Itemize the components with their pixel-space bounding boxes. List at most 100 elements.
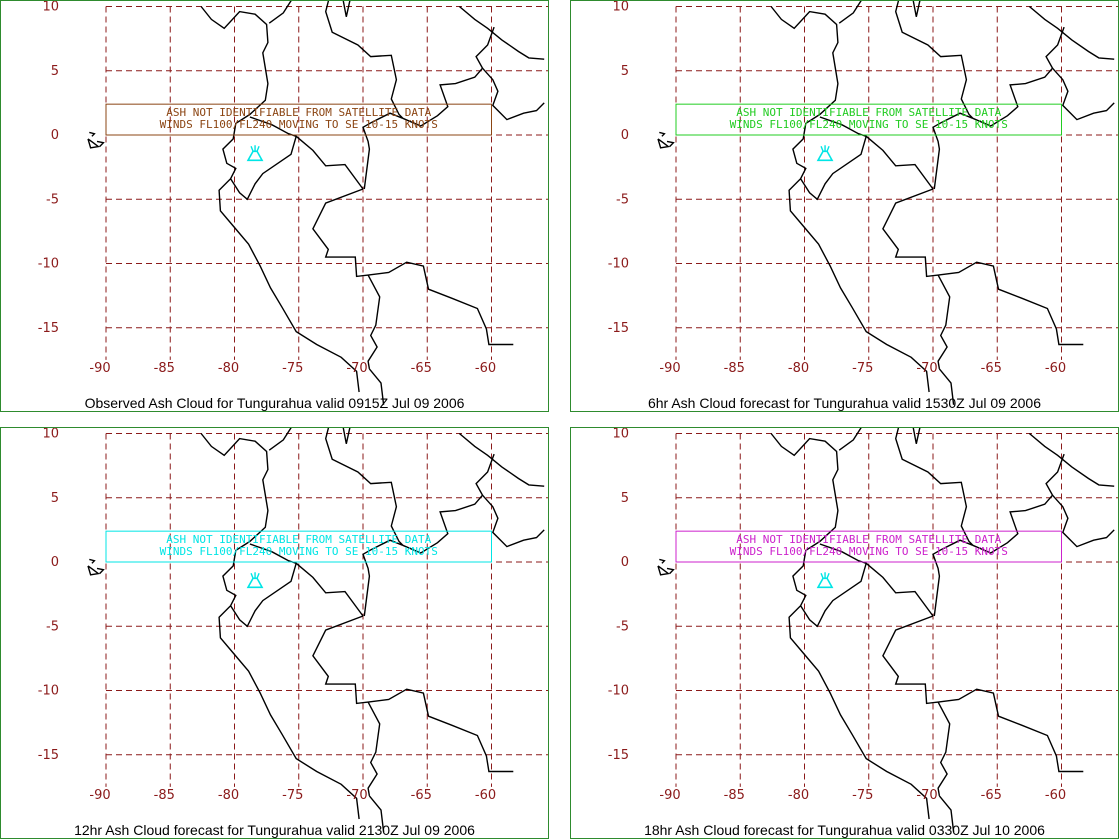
lon-tick-label: -85 bbox=[154, 361, 175, 376]
lon-tick-label: -65 bbox=[411, 361, 432, 376]
lat-tick-label: 5 bbox=[51, 64, 59, 79]
boundary-line bbox=[230, 136, 297, 201]
advisory-box bbox=[675, 530, 1062, 563]
lon-tick-label: -75 bbox=[282, 361, 303, 376]
lat-tick-label: -10 bbox=[608, 684, 629, 699]
coastlines bbox=[87, 1, 545, 405]
boundary-line bbox=[838, 428, 921, 451]
lon-tick-label: -60 bbox=[1045, 788, 1066, 803]
map-panel-18hr: 10 5 0 -5 -10 -15 -90 -85 -80 -75 -70 -65 -60 ASH NOT… bbox=[570, 427, 1119, 839]
lat-tick-label: 0 bbox=[621, 128, 629, 143]
lat-tick-label: -5 bbox=[46, 619, 59, 634]
lon-tick-label: -70 bbox=[346, 361, 367, 376]
boundary-line bbox=[96, 567, 105, 575]
boundary-line bbox=[249, 116, 364, 190]
advisory-line-2: WINDS FL100/FL240 MOVING TO SE 10-15 KNO… bbox=[730, 545, 1008, 558]
boundary-line bbox=[770, 433, 930, 820]
boundary-line bbox=[938, 795, 955, 832]
boundary-line bbox=[458, 5, 545, 60]
map-canvas: 10 5 0 -5 -10 -15 -90 -85 -80 -75 -70 -65 -60 ASH NOT… bbox=[38, 428, 548, 832]
boundary-line bbox=[894, 1, 974, 119]
panel-caption: 12hr Ash Cloud forecast for Tungurahua v… bbox=[74, 822, 475, 838]
lat-tick-label: -5 bbox=[616, 619, 629, 634]
lat-tick-label: 0 bbox=[51, 128, 59, 143]
advisory-line-2: WINDS FL100/FL240 MOVING TO SE 10-15 KNO… bbox=[160, 545, 438, 558]
lon-tick-label: -70 bbox=[916, 361, 937, 376]
boundary-line bbox=[666, 140, 675, 148]
lat-tick-label: -10 bbox=[608, 257, 629, 272]
lat-tick-label: -15 bbox=[608, 748, 629, 763]
coastlines bbox=[657, 1, 1115, 405]
lon-tick-label: -60 bbox=[475, 788, 496, 803]
boundary-line bbox=[932, 539, 974, 617]
lon-tick-label: -85 bbox=[154, 788, 175, 803]
lat-lon-grid bbox=[675, 6, 1118, 360]
lon-tick-label: -65 bbox=[981, 361, 1002, 376]
boundary-line bbox=[324, 428, 404, 546]
lon-tick-label: -85 bbox=[724, 361, 745, 376]
boundary-line bbox=[87, 138, 101, 149]
boundary-line bbox=[458, 432, 545, 487]
advisory-box bbox=[105, 103, 492, 136]
lat-lon-grid bbox=[105, 433, 548, 787]
lon-tick-label: -65 bbox=[981, 788, 1002, 803]
boundary-line bbox=[312, 615, 369, 705]
boundary-line bbox=[96, 140, 105, 148]
lat-tick-label: -15 bbox=[38, 321, 59, 336]
advisory-line-1: ASH NOT IDENTIFIABLE FROM SATELLITE DATA bbox=[736, 106, 1001, 119]
boundary-line bbox=[819, 543, 934, 617]
lon-tick-label: -75 bbox=[852, 361, 873, 376]
lat-tick-label: 0 bbox=[621, 555, 629, 570]
boundary-line bbox=[938, 368, 955, 405]
boundary-line bbox=[402, 26, 495, 127]
lat-tick-label: -5 bbox=[46, 192, 59, 207]
volcano-icon bbox=[246, 572, 264, 589]
boundary-line bbox=[800, 563, 867, 628]
volcano-icon bbox=[816, 572, 834, 589]
boundary-line bbox=[368, 261, 514, 346]
lon-tick-label: -75 bbox=[282, 788, 303, 803]
panel-caption: 6hr Ash Cloud forecast for Tungurahua va… bbox=[647, 395, 1042, 411]
lon-tick-label: -80 bbox=[788, 788, 809, 803]
boundary-line bbox=[324, 1, 404, 119]
boundary-line bbox=[89, 558, 96, 564]
boundary-line bbox=[402, 453, 495, 554]
boundary-line bbox=[937, 701, 951, 797]
lon-tick-label: -80 bbox=[788, 361, 809, 376]
boundary-line bbox=[770, 6, 930, 393]
boundary-line bbox=[1051, 494, 1115, 548]
boundary-line bbox=[894, 428, 974, 546]
map-canvas: 10 5 0 -5 -10 -15 -90 -85 -80 -75 -70 -65 -60 ASH NOT… bbox=[38, 1, 548, 405]
lat-tick-label: 5 bbox=[51, 491, 59, 506]
lat-lon-grid bbox=[675, 433, 1118, 787]
boundary-line bbox=[666, 567, 675, 575]
lat-tick-label: 5 bbox=[621, 64, 629, 79]
map-panel-12hr: 10 5 0 -5 -10 -15 -90 -85 -80 -75 -70 -65 -60 ASH NOT… bbox=[0, 427, 549, 839]
boundary-line bbox=[938, 688, 1084, 773]
boundary-line bbox=[1051, 67, 1115, 121]
boundary-line bbox=[819, 116, 934, 190]
boundary-line bbox=[481, 494, 545, 548]
boundary-line bbox=[882, 615, 939, 705]
lat-tick-label: 0 bbox=[51, 555, 59, 570]
boundary-line bbox=[87, 565, 101, 576]
boundary-line bbox=[937, 274, 951, 370]
boundary-line bbox=[312, 188, 369, 278]
boundary-line bbox=[368, 688, 514, 773]
boundary-line bbox=[268, 1, 351, 24]
advisory-line-1: ASH NOT IDENTIFIABLE FROM SATELLITE DATA bbox=[166, 533, 431, 546]
lon-tick-label: -70 bbox=[346, 788, 367, 803]
boundary-line bbox=[367, 274, 381, 370]
lat-tick-label: 10 bbox=[612, 428, 629, 442]
lat-tick-label: -10 bbox=[38, 257, 59, 272]
lat-tick-label: 10 bbox=[612, 1, 629, 15]
boundary-line bbox=[368, 368, 385, 405]
boundary-line bbox=[249, 543, 364, 617]
boundary-line bbox=[362, 539, 404, 617]
advisory-box bbox=[675, 103, 1062, 136]
volcano-icon bbox=[816, 145, 834, 162]
boundary-line bbox=[932, 112, 974, 190]
boundary-line bbox=[362, 112, 404, 190]
boundary-line bbox=[1028, 432, 1115, 487]
lon-tick-label: -75 bbox=[852, 788, 873, 803]
